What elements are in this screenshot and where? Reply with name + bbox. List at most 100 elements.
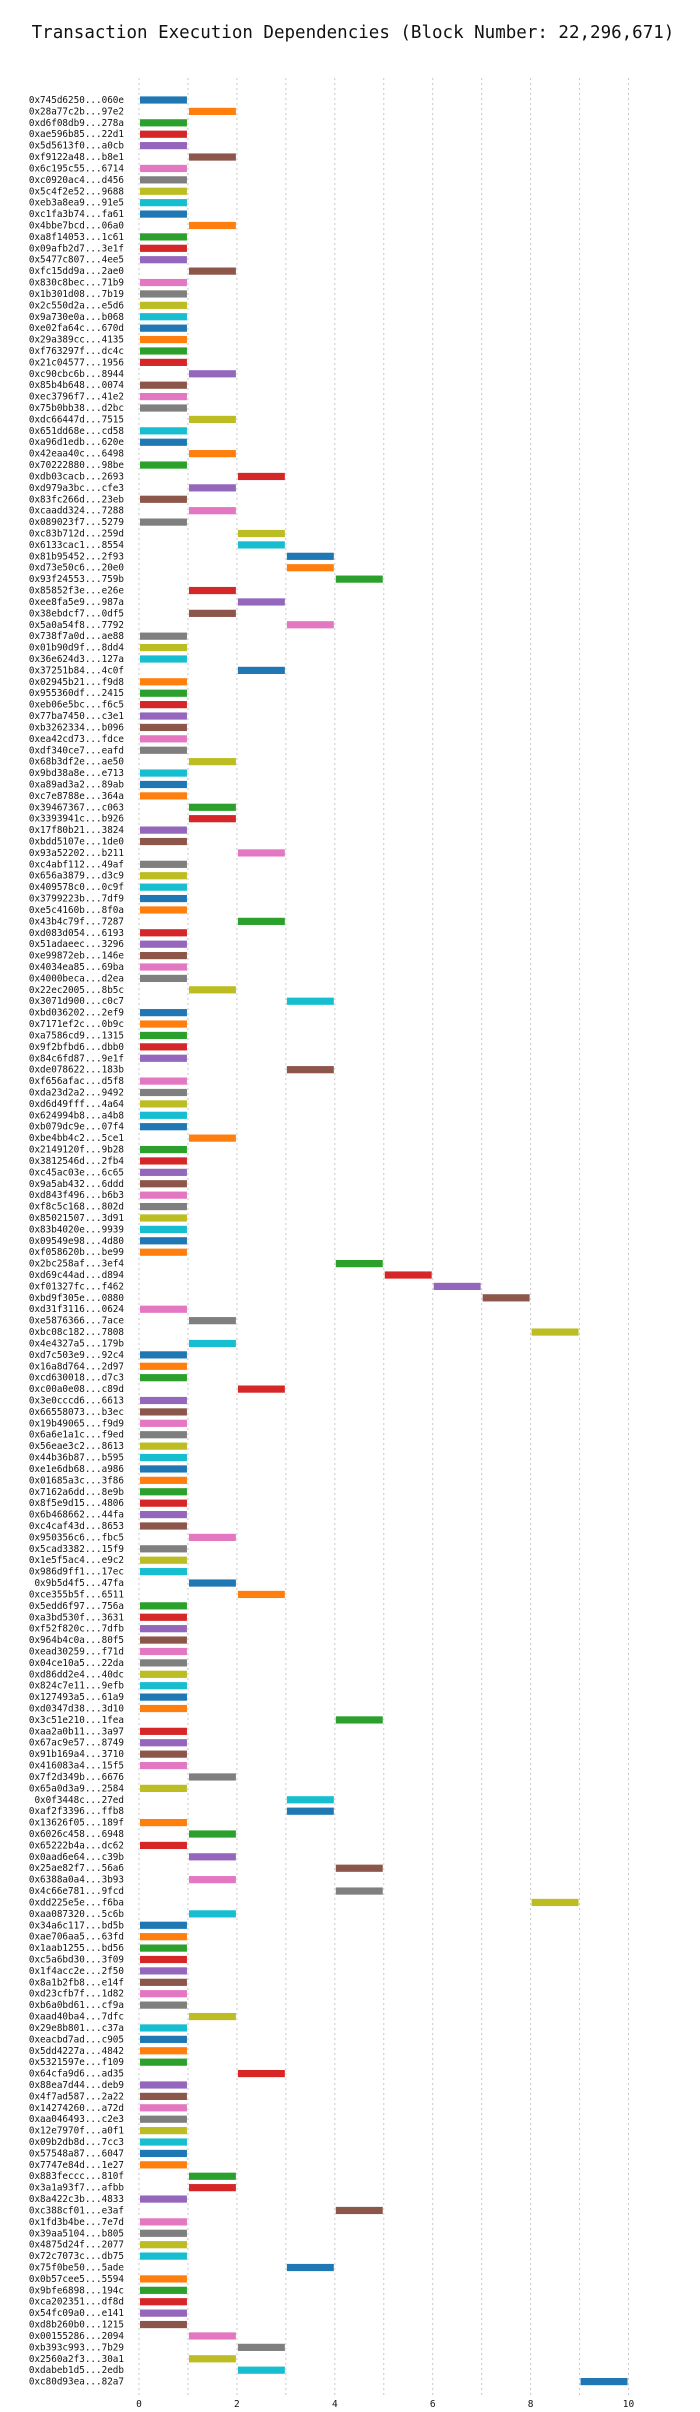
transaction-bar	[188, 370, 236, 378]
y-tick-label: 0xc90cbc6b...8944	[29, 369, 125, 380]
transaction-bar	[237, 849, 285, 857]
y-tick-label: 0x745d6250...060e	[29, 95, 125, 106]
y-tick-label: 0xf763297f...dc4c	[29, 346, 124, 357]
y-tick-label: 0x68b3df2e...ae50	[29, 757, 124, 768]
transaction-bar	[188, 153, 236, 161]
y-tick-label: 0x0aad6e64...c39b	[29, 1852, 125, 1863]
transaction-bar	[140, 1214, 187, 1222]
y-tick-label: 0x6c195c55...6714	[29, 163, 125, 174]
y-tick-label: 0x4f7ad587...2a22	[29, 2091, 124, 2102]
y-tick-label: 0x3071d900...c0c7	[29, 996, 124, 1007]
chart-title: Transaction Execution Dependencies (Bloc…	[32, 23, 675, 43]
transaction-bar	[188, 609, 236, 617]
y-tick-label: 0x38ebdcf7...0df5	[29, 608, 124, 619]
transaction-bar	[140, 1396, 187, 1405]
y-tick-label: 0x3e0cccd6...6613	[29, 1396, 124, 1407]
y-tick-label: 0x5edd6f97...756a	[29, 1601, 124, 1612]
transaction-bar	[140, 290, 187, 298]
transaction-bar	[140, 1499, 187, 1507]
y-tick-label: 0xd6d49fff...4a64	[29, 1099, 125, 1110]
y-tick-label: 0xbd9f305e...0880	[29, 1293, 124, 1304]
y-tick-label: 0xc83b712d...259d	[29, 529, 124, 540]
transaction-bar	[140, 1819, 187, 1827]
x-tick-label: 4	[332, 2399, 338, 2410]
y-tick-label: 0xb079dc9e...07f4	[29, 1122, 125, 1133]
transaction-bar	[140, 1362, 187, 1370]
transaction-bar	[188, 586, 236, 595]
transaction-bar	[140, 1476, 187, 1484]
transaction-bar	[140, 2252, 187, 2260]
transaction-bar	[335, 2206, 383, 2215]
transaction-bar	[140, 1990, 187, 1998]
transaction-bar	[140, 2058, 187, 2066]
y-tick-label: 0xc80d93ea...82a7	[29, 2377, 124, 2388]
transaction-bar	[384, 1271, 432, 1279]
y-tick-label: 0x81b95452...2f93	[29, 551, 124, 562]
transaction-bar	[433, 1282, 481, 1291]
transaction-bar	[140, 1100, 187, 1108]
transaction-bar	[140, 963, 187, 971]
transaction-bar	[140, 495, 187, 503]
transaction-bar	[140, 2035, 187, 2043]
transaction-bar	[188, 1339, 236, 1348]
transaction-bar	[140, 1088, 187, 1097]
transaction-bar	[140, 1739, 187, 1747]
y-tick-label: 0x91b169a4...3710	[29, 1749, 124, 1760]
transaction-bar	[188, 815, 236, 823]
transaction-bar	[140, 1944, 187, 1952]
y-tick-label: 0x01b90d9f...8dd4	[29, 643, 125, 654]
y-tick-label: 0x6133cac1...8554	[29, 540, 125, 551]
y-tick-label: 0x16a8d764...2d97	[29, 1361, 124, 1372]
transaction-bar	[188, 450, 236, 458]
y-tick-label: 0x3812546d...2fb4	[29, 1156, 125, 1167]
y-tick-label: 0xdc66447d...7515	[29, 414, 124, 425]
y-tick-label: 0x93f24553...759b	[29, 574, 125, 585]
transaction-bar	[286, 552, 334, 560]
y-tick-label: 0xbe4bb4c2...5ce1	[29, 1133, 124, 1144]
transaction-bar	[140, 1978, 187, 1986]
y-tick-label: 0x09afb2d7...3e1f	[29, 243, 124, 254]
y-tick-label: 0x6b468662...44fa	[29, 1510, 124, 1521]
bars-layer	[140, 96, 628, 2386]
y-tick-label: 0xeb3a8ea9...91e5	[29, 198, 124, 209]
y-tick-label: 0xd6f08db9...278a	[29, 118, 124, 129]
y-tick-label: 0xcaadd324...7288	[29, 506, 124, 517]
y-tick-label: 0x0b57cee5...5594	[29, 2274, 125, 2285]
y-tick-label: 0xd083d054...6193	[29, 928, 124, 939]
transaction-bar	[140, 951, 187, 960]
transaction-bar	[531, 1328, 579, 1336]
y-tick-label: 0x56eae3c2...8613	[29, 1441, 124, 1452]
transaction-bar	[140, 780, 187, 789]
transaction-bar	[286, 1066, 334, 1074]
y-tick-label: 0xd86dd2e4...40dc	[29, 1669, 124, 1680]
y-tick-label: 0x09549e98...4d80	[29, 1236, 124, 1247]
y-tick-label: 0x36e624d3...127a	[29, 654, 124, 665]
y-tick-label: 0x955360df...2415	[29, 688, 124, 699]
transaction-bar	[140, 2127, 187, 2135]
transaction-bar	[237, 598, 285, 606]
y-tick-label: 0xd31f3116...0624	[29, 1304, 125, 1315]
y-tick-label: 0x2560a2f3...30a1	[29, 2354, 124, 2365]
y-tick-label: 0x7171ef2c...0b9c	[29, 1019, 124, 1030]
transaction-bar	[188, 267, 236, 275]
transaction-bar	[140, 2320, 187, 2329]
transaction-bar	[237, 472, 285, 481]
transaction-bar	[140, 860, 187, 868]
transaction-bar	[140, 2138, 187, 2146]
transaction-bar	[140, 1693, 187, 1701]
transaction-bar	[140, 2115, 187, 2123]
y-tick-label: 0x656a3879...d3c9	[29, 871, 124, 882]
transaction-bar	[531, 1898, 579, 1907]
y-tick-label: 0xf058620b...be99	[29, 1247, 124, 1258]
transaction-bar	[188, 221, 236, 230]
transaction-bar	[140, 2047, 187, 2055]
transaction-bar	[237, 529, 285, 538]
y-tick-label: 0x409578c0...0c9f	[29, 882, 124, 893]
y-tick-label: 0x950356c6...fbc5	[29, 1532, 124, 1543]
transaction-bar	[140, 2286, 187, 2294]
y-tick-label: 0xca202351...df8d	[29, 2297, 124, 2308]
y-tick-label: 0xec3796f7...41e2	[29, 392, 124, 403]
transaction-bar	[140, 313, 187, 321]
transaction-bar	[140, 678, 187, 686]
transaction-bar	[140, 2195, 187, 2203]
